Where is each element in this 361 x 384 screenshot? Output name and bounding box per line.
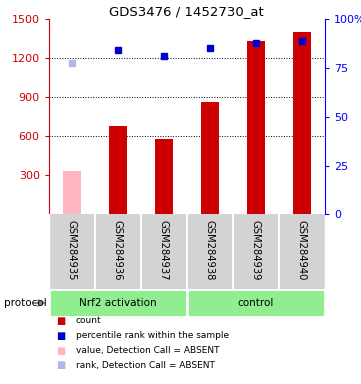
Text: GSM284939: GSM284939 [251,220,261,281]
Text: GSM284937: GSM284937 [159,220,169,281]
Bar [247,41,265,214]
Text: percentile rank within the sample: percentile rank within the sample [76,331,229,340]
Text: value, Detection Call = ABSENT: value, Detection Call = ABSENT [76,346,219,355]
Bar [49,289,187,317]
Text: count: count [76,316,101,325]
Text: GSM284936: GSM284936 [113,220,123,281]
Text: ■: ■ [56,346,65,356]
Bar [293,32,311,214]
Text: GSM284935: GSM284935 [67,220,77,281]
Text: ■: ■ [56,316,65,326]
Text: ■: ■ [56,331,65,341]
Text: ■: ■ [56,361,65,371]
Bar [62,171,81,214]
Text: rank, Detection Call = ABSENT: rank, Detection Call = ABSENT [76,361,215,370]
Bar [109,126,127,214]
Text: protocol: protocol [4,298,46,308]
Bar [201,103,219,214]
Text: Nrf2 activation: Nrf2 activation [79,298,157,308]
Title: GDS3476 / 1452730_at: GDS3476 / 1452730_at [109,5,264,18]
Bar [155,139,173,214]
Bar [187,289,325,317]
Text: GSM284940: GSM284940 [297,220,307,281]
Text: GSM284938: GSM284938 [205,220,215,281]
Text: control: control [238,298,274,308]
